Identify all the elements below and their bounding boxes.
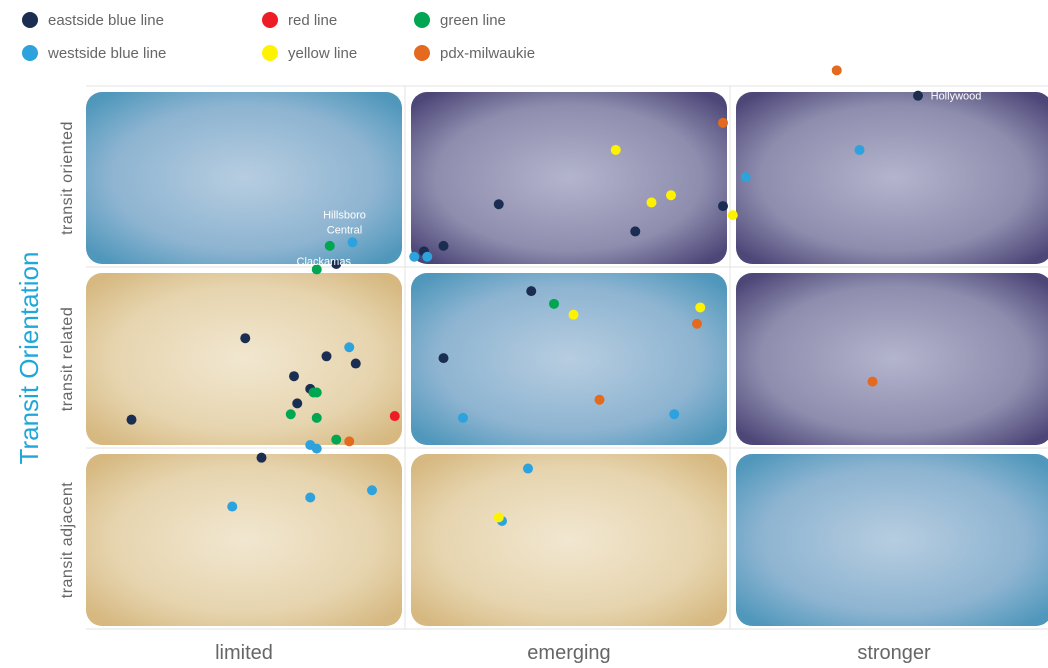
legend-item-red-line: red line [262,9,337,31]
y-axis-ticks: transit adjacent transit related transit o… [59,121,76,598]
legend: eastside blue line westside blue line red … [0,0,700,80]
legend-swatch-yellow-line [262,45,278,61]
point-eastside-blue-line-8 [240,333,251,344]
legend-label-pdx-milwaukie: pdx-milwaukie [440,44,536,62]
legend-label-red-line: red line [288,11,338,29]
point-pdx-milwaukie-6 [344,436,355,447]
point-eastside-blue-line-6 [438,240,449,251]
point-eastside-blue-line-11 [289,371,299,382]
point-westside-blue-line-3 [409,251,420,262]
point-label-clackamas: Clackamas [297,256,352,268]
point-westside-blue-line-12 [305,492,316,503]
cell-transit-adjacent-stronger [736,454,1048,626]
cell-transit-adjacent-emerging [411,454,727,626]
point-westside-blue-line-9 [311,443,322,454]
legend-swatch-red-line [262,12,278,28]
point-westside-blue-line-10 [523,463,533,474]
cell-transit-oriented-emerging [411,92,727,264]
point-pdx-milwaukie-1 [718,117,728,128]
y-tick-transit-related: transit related [59,307,76,411]
point-red-line-0 [389,411,400,422]
legend-label-westside-blue-line: westside blue line [48,44,167,62]
legend-swatch-green-line [414,12,430,28]
data-points [126,65,923,527]
point-green-line-4 [311,387,322,398]
point-label-hillsboro-central: Hillsboro Central [323,209,366,236]
point-westside-blue-line-11 [367,485,377,496]
cell-transit-adjacent-limited [86,454,402,626]
cell-transit-related-stronger [736,273,1048,445]
legend-item-eastside-blue-line: eastside blue line [22,9,164,31]
legend-swatch-westside-blue-line [22,45,38,61]
legend-item-yellow-line: yellow line [262,42,357,64]
point-eastside-blue-line-0 [913,90,923,101]
cell-transit-related-limited [86,273,402,445]
point-eastside-blue-line-3 [718,201,728,212]
cell-transit-related-emerging [411,273,727,445]
quadrant-cells [86,92,1048,626]
point-yellow-line-5 [568,309,579,320]
point-westside-blue-line-4 [422,251,433,262]
point-eastside-blue-line-13 [292,398,303,409]
point-green-line-5 [285,409,296,420]
point-eastside-blue-line-7 [526,286,537,297]
point-westside-blue-line-6 [458,412,468,423]
point-pdx-milwaukie-2 [692,318,702,329]
cell-transit-oriented-stronger [736,92,1048,264]
x-axis-ticks: limited emerging stronger [215,642,931,664]
x-tick-limited: limited [215,642,273,664]
legend-swatch-eastside-blue-line [22,12,38,28]
point-yellow-line-2 [646,197,657,208]
point-westside-blue-line-2 [347,237,358,248]
y-tick-transit-oriented: transit oriented [59,121,76,235]
legend-item-green-line: green line [414,9,506,31]
point-westside-blue-line-0 [854,144,865,155]
legend-item-pdx-milwaukie: pdx-milwaukie [414,42,535,64]
point-green-line-0 [324,240,335,251]
point-westside-blue-line-7 [669,409,680,420]
point-westside-blue-line-5 [344,342,355,353]
point-yellow-line-4 [695,302,706,313]
point-green-line-1 [311,264,322,275]
legend-label-yellow-line: yellow line [288,44,358,62]
point-eastside-blue-line-1 [493,199,504,210]
point-eastside-blue-line-2 [630,226,641,237]
point-labels: Hollywood Hillsboro Central Clackamas [297,91,982,268]
point-eastside-blue-line-14 [438,353,449,364]
legend-label-green-line: green line [440,11,506,29]
point-pdx-milwaukie-4 [867,376,878,387]
legend-label-eastside-blue-line: eastside blue line [48,11,164,29]
point-label-hollywood: Hollywood [931,91,982,103]
point-green-line-6 [311,412,322,423]
point-yellow-line-0 [610,144,621,155]
point-green-line-7 [331,434,342,445]
grid [86,85,1048,630]
cell-transit-oriented-limited [86,92,402,264]
y-tick-transit-adjacent: transit adjacent [59,482,76,599]
x-tick-stronger: stronger [857,642,931,664]
y-axis-label: Transit Orientation [14,252,44,465]
point-westside-blue-line-13 [227,501,238,512]
point-yellow-line-1 [666,190,676,201]
legend-swatch-pdx-milwaukie [414,45,430,61]
point-eastside-blue-line-9 [321,351,332,362]
point-yellow-line-3 [727,210,738,221]
x-tick-emerging: emerging [527,642,610,664]
point-eastside-blue-line-4 [331,259,342,269]
point-westside-blue-line-1 [740,172,751,183]
point-yellow-line-6 [493,512,504,523]
point-eastside-blue-line-16 [256,452,267,463]
legend-item-westside-blue-line: westside blue line [22,42,166,64]
point-pdx-milwaukie-5 [594,394,605,405]
point-pdx-milwaukie-0 [831,65,842,76]
point-green-line-2 [549,298,559,309]
point-eastside-blue-line-10 [350,358,361,369]
point-eastside-blue-line-15 [126,414,137,425]
